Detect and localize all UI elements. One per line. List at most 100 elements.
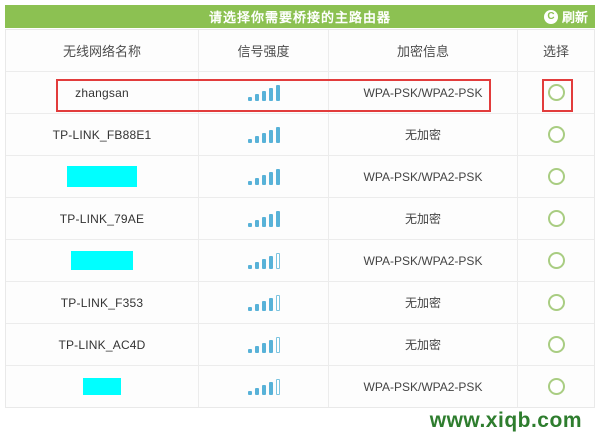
network-name-cell: zhangsan	[6, 72, 199, 113]
signal-cell	[199, 198, 329, 239]
select-radio[interactable]	[547, 84, 565, 101]
encryption-info: WPA-PSK/WPA2-PSK	[363, 169, 483, 184]
network-name: zhangsan	[75, 85, 129, 100]
signal-bar-hollow	[275, 378, 280, 395]
signal-bar-filled	[268, 297, 273, 311]
select-radio[interactable]	[547, 378, 565, 395]
column-header-select: 选择	[542, 44, 569, 59]
encryption-cell: WPA-PSK/WPA2-PSK	[329, 366, 518, 407]
encryption-info: WPA-PSK/WPA2-PSK	[363, 379, 483, 394]
encryption-cell: 无加密	[329, 198, 518, 239]
censored-name-block	[67, 166, 137, 187]
signal-cell	[199, 324, 329, 365]
network-name-cell: TP-LINK_FB88E1	[6, 114, 199, 155]
signal-bar-filled	[268, 339, 273, 353]
signal-bar-filled	[247, 180, 252, 185]
column-header-encryption: 加密信息	[329, 30, 518, 71]
signal-cell	[199, 114, 329, 155]
signal-bar-filled	[261, 384, 266, 395]
encryption-cell: WPA-PSK/WPA2-PSK	[329, 156, 518, 197]
network-name: TP-LINK_FB88E1	[52, 127, 152, 142]
select-radio[interactable]	[547, 210, 565, 227]
signal-bar-filled	[247, 348, 252, 353]
signal-bar-hollow	[275, 336, 280, 353]
signal-strength-bars	[247, 252, 280, 269]
signal-bar-filled	[254, 345, 259, 353]
signal-bar-filled	[261, 174, 266, 185]
page-title: 请选择你需要桥接的主路由器	[208, 10, 391, 25]
signal-bar-filled	[254, 219, 259, 227]
select-cell	[518, 72, 594, 113]
signal-bar-filled	[261, 342, 266, 353]
signal-strength-bars	[247, 378, 280, 395]
signal-bar-filled	[247, 222, 252, 227]
column-header-network-name: 无线网络名称	[6, 30, 199, 71]
table-header-row: 无线网络名称 信号强度 加密信息 选择	[6, 30, 594, 71]
signal-strength-bars	[247, 126, 280, 143]
signal-bar-filled	[268, 213, 273, 227]
select-cell	[518, 240, 594, 281]
signal-bar-filled	[261, 90, 266, 101]
table-body: zhangsan WPA-PSK/WPA2-PSK TP-LINK_FB88E1…	[6, 71, 594, 407]
table-row: zhangsan WPA-PSK/WPA2-PSK	[6, 71, 594, 113]
signal-bar-filled	[275, 168, 280, 185]
signal-bar-filled	[254, 261, 259, 269]
signal-bar-filled	[261, 132, 266, 143]
signal-bar-filled	[261, 216, 266, 227]
table-row: TP-LINK_AC4D 无加密	[6, 323, 594, 365]
signal-cell	[199, 366, 329, 407]
network-name-cell	[6, 366, 199, 407]
signal-bar-filled	[261, 300, 266, 311]
encryption-cell: WPA-PSK/WPA2-PSK	[329, 240, 518, 281]
signal-bar-filled	[254, 177, 259, 185]
signal-bar-filled	[275, 84, 280, 101]
signal-bar-filled	[254, 93, 259, 101]
select-radio[interactable]	[547, 294, 565, 311]
encryption-info: 无加密	[404, 296, 441, 310]
table-row: TP-LINK_79AE 无加密	[6, 197, 594, 239]
encryption-info: 无加密	[404, 212, 441, 226]
signal-bar-filled	[254, 303, 259, 311]
signal-bar-hollow	[275, 294, 280, 311]
encryption-cell: 无加密	[329, 114, 518, 155]
network-name: TP-LINK_F353	[60, 295, 144, 310]
wireless-network-table: 无线网络名称 信号强度 加密信息 选择 zhangsan WPA-PSK/WPA…	[5, 29, 595, 408]
encryption-cell: WPA-PSK/WPA2-PSK	[329, 72, 518, 113]
signal-bar-filled	[275, 126, 280, 143]
encryption-cell: 无加密	[329, 324, 518, 365]
signal-bar-filled	[268, 129, 273, 143]
signal-bar-filled	[275, 210, 280, 227]
signal-strength-bars	[247, 294, 280, 311]
select-radio[interactable]	[547, 252, 565, 269]
signal-strength-bars	[247, 168, 280, 185]
refresh-button[interactable]: C 刷新	[543, 5, 588, 28]
signal-cell	[199, 156, 329, 197]
column-header-signal-strength: 信号强度	[199, 30, 329, 71]
network-name-cell: TP-LINK_AC4D	[6, 324, 199, 365]
select-cell	[518, 324, 594, 365]
signal-bar-filled	[268, 171, 273, 185]
select-cell	[518, 366, 594, 407]
signal-bar-filled	[261, 258, 266, 269]
signal-cell	[199, 282, 329, 323]
signal-bar-filled	[247, 138, 252, 143]
select-cell	[518, 156, 594, 197]
select-radio[interactable]	[547, 336, 565, 353]
signal-strength-bars	[247, 84, 280, 101]
watermark-text: www.xiqb.com	[429, 409, 582, 432]
titlebar: 请选择你需要桥接的主路由器 C 刷新	[5, 5, 595, 28]
select-radio[interactable]	[547, 126, 565, 143]
encryption-info: WPA-PSK/WPA2-PSK	[363, 85, 483, 100]
signal-bar-filled	[247, 390, 252, 395]
signal-bar-filled	[268, 87, 273, 101]
select-cell	[518, 114, 594, 155]
signal-cell	[199, 72, 329, 113]
censored-name-block	[83, 378, 121, 395]
signal-bar-filled	[254, 135, 259, 143]
network-name-cell	[6, 156, 199, 197]
signal-cell	[199, 240, 329, 281]
signal-bar-filled	[247, 306, 252, 311]
encryption-info: 无加密	[404, 338, 441, 352]
select-radio[interactable]	[547, 168, 565, 185]
